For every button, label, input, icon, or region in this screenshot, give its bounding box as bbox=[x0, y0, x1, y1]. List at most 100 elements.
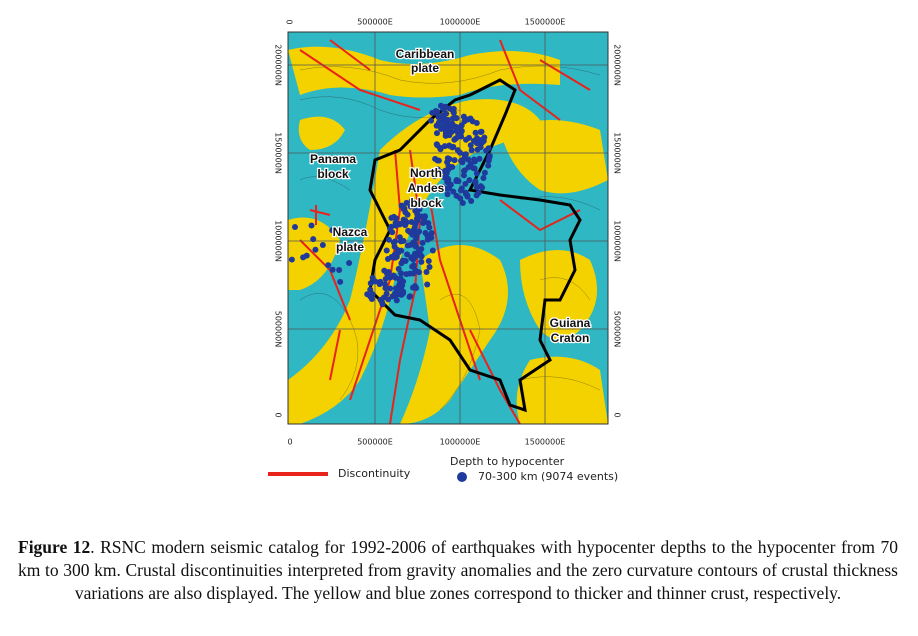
hypocenter-dot bbox=[451, 136, 458, 143]
hypocenter-dot bbox=[485, 162, 492, 169]
hypocenter-dot bbox=[442, 185, 449, 192]
top-tick: 500000E bbox=[357, 18, 393, 27]
hypocenter-dot bbox=[367, 286, 374, 293]
hypocenter-dot bbox=[435, 157, 442, 164]
hypocenter-dot bbox=[409, 263, 416, 270]
right-tick: 1500000N bbox=[613, 132, 622, 174]
left-tick: 1000000N bbox=[274, 220, 283, 262]
hypocenter-dot bbox=[470, 165, 477, 172]
hypocenter-dot bbox=[364, 291, 371, 298]
hypocenter-dot bbox=[346, 246, 353, 253]
hypocenter-dot bbox=[477, 137, 484, 144]
hypocenter-dot bbox=[376, 281, 383, 288]
hypocenter-dot bbox=[418, 246, 425, 253]
hypocenter-dot bbox=[435, 114, 442, 121]
legend-point-swatch bbox=[457, 472, 467, 482]
hypocenter-dot bbox=[400, 204, 407, 211]
hypocenter-dot bbox=[369, 274, 376, 281]
hypocenter-dot bbox=[424, 281, 431, 288]
hypocenter-dot bbox=[312, 246, 319, 253]
hypocenter-dot bbox=[383, 247, 390, 254]
hypocenter-dot bbox=[397, 238, 404, 245]
bottom-tick: 1500000E bbox=[525, 438, 566, 447]
hypocenter-dot bbox=[383, 290, 390, 297]
hypocenter-dot bbox=[453, 192, 460, 199]
hypocenter-dot bbox=[480, 175, 487, 182]
hypocenter-dot bbox=[398, 270, 405, 277]
hypocenter-dot bbox=[413, 215, 420, 222]
hypocenter-dot bbox=[415, 269, 422, 276]
hypocenter-dot bbox=[413, 231, 420, 238]
map-label: plate bbox=[336, 240, 364, 254]
hypocenter-dot bbox=[291, 223, 298, 230]
hypocenter-dot bbox=[472, 178, 479, 185]
hypocenter-dot bbox=[446, 156, 453, 163]
hypocenter-dot bbox=[468, 147, 475, 154]
hypocenter-dot bbox=[451, 157, 458, 164]
hypocenter-dot bbox=[473, 192, 480, 199]
legend-title: Depth to hypocenter bbox=[450, 455, 565, 468]
hypocenter-dot bbox=[472, 129, 479, 136]
hypocenter-dot bbox=[400, 288, 407, 295]
hypocenter-dot bbox=[336, 267, 343, 274]
hypocenters bbox=[288, 102, 493, 308]
hypocenter-dot bbox=[473, 120, 480, 127]
hypocenter-dot bbox=[345, 229, 352, 236]
hypocenter-dot bbox=[457, 149, 464, 156]
left-tick: 1500000N bbox=[274, 132, 283, 174]
hypocenter-dot bbox=[474, 146, 481, 153]
bottom-tick: 0 bbox=[287, 438, 292, 447]
map-label: Caribbean bbox=[396, 47, 455, 61]
hypocenter-dot bbox=[441, 174, 448, 181]
hypocenter-dot bbox=[428, 117, 435, 124]
hypocenter-dot bbox=[393, 297, 400, 304]
hypocenter-dot bbox=[382, 275, 389, 282]
hypocenter-dot bbox=[466, 134, 473, 141]
hypocenter-dot bbox=[467, 142, 474, 149]
caption-text: . RSNC modern seismic catalog for 1992-2… bbox=[18, 537, 898, 603]
map-label: Craton bbox=[551, 331, 590, 345]
hypocenter-dot bbox=[403, 199, 410, 206]
hypocenter-dot bbox=[329, 266, 336, 273]
hypocenter-dot bbox=[449, 164, 456, 171]
hypocenter-dot bbox=[423, 268, 430, 275]
hypocenter-dot bbox=[308, 222, 315, 229]
hypocenter-dot bbox=[329, 227, 336, 234]
hypocenter-dot bbox=[384, 270, 391, 277]
hypocenter-dot bbox=[486, 152, 493, 159]
top-tick: 1000000E bbox=[440, 18, 481, 27]
map-label: plate bbox=[411, 61, 439, 75]
hypocenter-dot bbox=[460, 172, 467, 179]
hypocenter-dot bbox=[368, 295, 375, 302]
hypocenter-dot bbox=[442, 170, 449, 177]
hypocenter-dot bbox=[437, 187, 444, 194]
hypocenter-dot bbox=[462, 190, 469, 197]
hypocenter-dot bbox=[405, 227, 412, 234]
map-label: Nazca bbox=[333, 225, 368, 239]
hypocenter-dot bbox=[479, 184, 486, 191]
map-label: block bbox=[317, 167, 349, 181]
hypocenter-dot bbox=[466, 177, 473, 184]
hypocenter-dot bbox=[413, 203, 420, 210]
hypocenter-dot bbox=[442, 127, 449, 134]
hypocenter-dot bbox=[425, 258, 432, 265]
hypocenter-dot bbox=[434, 108, 441, 115]
caption-label: Figure 12 bbox=[18, 537, 91, 557]
hypocenter-dot bbox=[459, 157, 466, 164]
legend-label: 70-300 km (9074 events) bbox=[478, 470, 618, 483]
hypocenter-dot bbox=[457, 187, 464, 194]
hypocenter-dot bbox=[346, 260, 353, 267]
hypocenter-dot bbox=[387, 285, 394, 292]
hypocenter-dot bbox=[403, 271, 410, 278]
map-frame bbox=[287, 31, 609, 425]
hypocenter-dot bbox=[433, 141, 440, 148]
map-label: block bbox=[410, 196, 442, 210]
hypocenter-dot bbox=[384, 255, 391, 262]
hypocenter-dot bbox=[431, 173, 438, 180]
hypocenter-dot bbox=[410, 256, 417, 263]
hypocenter-dot bbox=[467, 115, 474, 122]
hypocenter-dot bbox=[389, 229, 396, 236]
hypocenter-dot bbox=[391, 251, 398, 258]
hypocenter-dot bbox=[418, 258, 425, 265]
hypocenter-dot bbox=[390, 213, 397, 220]
